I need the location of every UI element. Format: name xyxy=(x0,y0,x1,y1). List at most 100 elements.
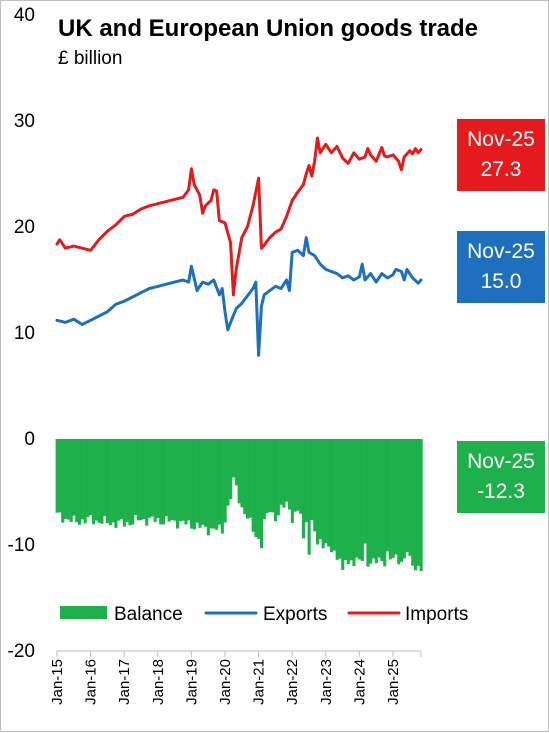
balance-bar xyxy=(192,439,196,530)
balance-bar xyxy=(75,439,79,523)
balance-bar xyxy=(304,439,308,523)
balance-bar xyxy=(414,439,418,571)
balance-bar xyxy=(360,439,364,561)
balance-bar xyxy=(198,439,202,528)
exports-line xyxy=(55,236,423,357)
balance-bar xyxy=(145,439,149,526)
balance-bar xyxy=(402,439,406,559)
balance-bar xyxy=(153,439,157,523)
balance-bar xyxy=(142,439,146,520)
balance-bar xyxy=(181,439,185,521)
balance-bar xyxy=(94,439,98,521)
balance-bars xyxy=(55,439,423,572)
x-tick-label: Jan-16 xyxy=(83,659,100,705)
balance-bar xyxy=(64,439,68,519)
y-tick-label: -10 xyxy=(8,535,35,556)
balance-bar xyxy=(405,439,409,553)
balance-bar xyxy=(103,439,107,516)
balance-bar xyxy=(61,439,65,523)
balance-bar xyxy=(318,439,322,540)
balance-callout-value: -12.3 xyxy=(477,480,525,503)
balance-bar xyxy=(411,439,415,566)
balance-bar xyxy=(327,439,331,547)
balance-bar xyxy=(352,439,356,567)
balance-bar xyxy=(234,439,238,486)
balance-bar xyxy=(243,439,247,515)
balance-bar xyxy=(66,439,70,520)
balance-bar xyxy=(279,439,283,505)
exports-callout-value: 15.0 xyxy=(480,270,522,293)
balance-bar xyxy=(321,439,325,549)
balance-bar xyxy=(117,439,121,521)
balance-bar xyxy=(397,439,401,565)
balance-bar xyxy=(125,439,129,522)
balance-bar xyxy=(394,439,398,555)
balance-bar xyxy=(330,439,334,553)
balance-bar xyxy=(265,439,269,513)
imports-latest-callout: Nov-25 27.3 xyxy=(457,119,545,191)
balance-bar xyxy=(114,439,118,528)
x-tick-label: Jan-22 xyxy=(284,659,301,705)
balance-bar xyxy=(316,439,320,545)
balance-bar xyxy=(363,439,367,544)
balance-bar xyxy=(307,439,311,555)
chart-subtitle: £ billion xyxy=(58,48,123,69)
balance-bar xyxy=(97,439,101,523)
imports-callout-value: 27.3 xyxy=(480,158,522,181)
x-tick-label: Jan-19 xyxy=(183,659,200,705)
x-tick-label: Jan-23 xyxy=(318,659,335,705)
exports-latest-callout: Nov-25 15.0 xyxy=(457,231,545,303)
y-axis-tick-labels: 40 30 20 10 0 -10 -20 xyxy=(8,5,35,662)
balance-bar xyxy=(226,439,230,506)
balance-bar xyxy=(232,439,236,478)
balance-bar xyxy=(377,439,381,558)
balance-bar xyxy=(128,439,132,526)
balance-bar xyxy=(167,439,171,522)
balance-bar xyxy=(187,439,191,521)
balance-bar xyxy=(369,439,373,564)
balance-bar xyxy=(131,439,135,525)
legend: Balance Exports Imports xyxy=(60,604,468,625)
balance-bar xyxy=(80,439,84,520)
balance-bar xyxy=(274,439,278,522)
balance-bar xyxy=(391,439,395,558)
legend-exports-label: Exports xyxy=(263,604,327,625)
balance-bar xyxy=(260,439,264,549)
y-tick-label: 30 xyxy=(14,111,35,132)
balance-bar xyxy=(310,439,314,521)
balance-bar xyxy=(201,439,205,525)
balance-bar xyxy=(100,439,104,524)
balance-callout-date: Nov-25 xyxy=(467,450,535,473)
balance-bar xyxy=(416,439,420,566)
balance-bar xyxy=(139,439,143,521)
balance-bar xyxy=(184,439,188,525)
balance-bar xyxy=(108,439,112,526)
balance-bar xyxy=(388,439,392,560)
balance-bar xyxy=(374,439,378,564)
balance-bar xyxy=(218,439,222,525)
balance-bar xyxy=(419,439,423,572)
balance-bar xyxy=(170,439,174,521)
balance-bar xyxy=(302,439,306,539)
balance-bar xyxy=(164,439,168,517)
balance-bar xyxy=(257,439,261,539)
balance-bar xyxy=(358,439,362,560)
balance-bar xyxy=(86,439,90,517)
balance-bar xyxy=(324,439,328,544)
balance-bar xyxy=(332,439,336,551)
balance-bar xyxy=(148,439,152,518)
x-tick-label: Jan-21 xyxy=(251,659,268,705)
balance-bar xyxy=(276,439,280,516)
x-tick-label: Jan-20 xyxy=(217,659,234,705)
balance-bar xyxy=(106,439,110,524)
balance-bar xyxy=(58,439,62,513)
balance-bar xyxy=(380,439,384,561)
balance-bar xyxy=(72,439,76,516)
balance-bar xyxy=(83,439,87,524)
balance-bar xyxy=(212,439,216,529)
balance-bar xyxy=(254,439,258,538)
balance-bar xyxy=(293,439,297,512)
balance-bar xyxy=(195,439,199,523)
x-axis: Jan-15 Jan-16 Jan-17 Jan-18 Jan-19 Jan-20 Jan-… xyxy=(49,650,422,705)
